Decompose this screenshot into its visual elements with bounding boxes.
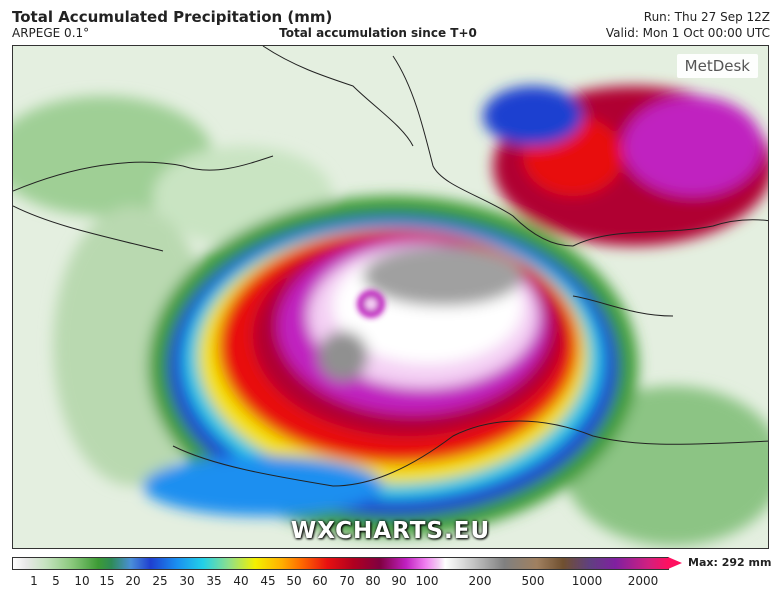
colorbar-label: 20 (125, 574, 141, 588)
title: Total Accumulated Precipitation (mm) (12, 8, 333, 26)
precip-field (13, 46, 768, 548)
colorbar-label: 15 (99, 574, 115, 588)
colorbar-arrow (668, 557, 682, 569)
colorbar-label: 90 (391, 574, 407, 588)
colorbar-label: 200 (468, 574, 492, 588)
colorbar-label: 10 (74, 574, 90, 588)
colorbar-label: 5 (52, 574, 60, 588)
logo: MetDesk (676, 54, 758, 78)
colorbar-label: 45 (260, 574, 276, 588)
colorbar-label: 500 (521, 574, 545, 588)
colorbar-label: 80 (365, 574, 381, 588)
colorbar-label: 40 (233, 574, 249, 588)
colorbar-label: 25 (152, 574, 168, 588)
colorbar (12, 557, 669, 570)
run-time: Run: Thu 27 Sep 12Z (643, 10, 770, 24)
colorbar-label: 100 (415, 574, 439, 588)
max-value: Max: 292 mm (688, 556, 772, 569)
model: ARPEGE 0.1° (12, 26, 90, 40)
watermark: WXCHARTS.EU (290, 518, 491, 544)
colorbar-label: 1000 (571, 574, 603, 588)
valid-time: Valid: Mon 1 Oct 00:00 UTC (605, 26, 770, 40)
colorbar-label: 30 (179, 574, 195, 588)
colorbar-label: 50 (286, 574, 302, 588)
colorbar-label: 2000 (627, 574, 659, 588)
colorbar-label: 1 (30, 574, 38, 588)
map: MetDesk WXCHARTS.EU (12, 45, 769, 549)
colorbar-label: 70 (339, 574, 355, 588)
subtitle: Total accumulation since T+0 (279, 26, 477, 40)
colorbar-label: 35 (206, 574, 222, 588)
colorbar-label: 60 (312, 574, 328, 588)
